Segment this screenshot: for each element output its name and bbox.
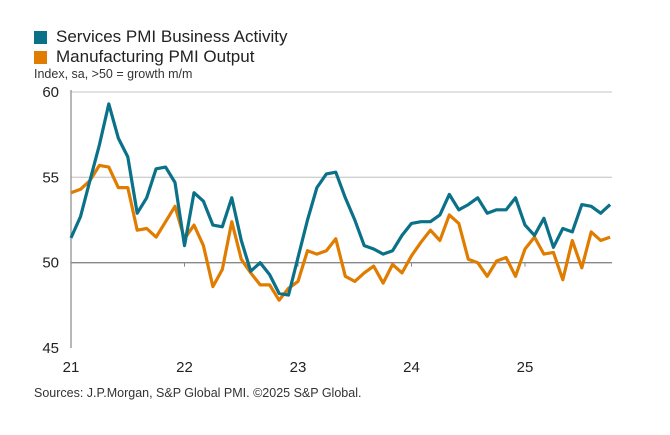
legend-item-manufacturing: Manufacturing PMI Output — [34, 47, 254, 67]
x-tick-label: 24 — [403, 359, 420, 376]
axis-note: Index, sa, >50 = growth m/m — [34, 67, 193, 81]
legend-swatch-manufacturing — [34, 50, 47, 64]
x-tick-label: 22 — [176, 359, 193, 376]
legend-item-services: Services PMI Business Activity — [34, 27, 287, 47]
source-note: Sources: J.P.Morgan, S&P Global PMI. ©20… — [34, 386, 362, 400]
y-tick-label: 50 — [42, 255, 59, 272]
x-tick-label: 23 — [290, 359, 307, 376]
legend-swatch-services — [34, 30, 47, 44]
y-tick-label: 45 — [42, 340, 59, 357]
series-line-services — [69, 102, 612, 297]
series-line-manufacturing — [70, 163, 611, 302]
x-tick-label: 21 — [63, 359, 80, 376]
y-tick-label: 60 — [42, 84, 59, 101]
y-tick-label: 55 — [42, 169, 59, 186]
legend-label-services: Services PMI Business Activity — [56, 27, 288, 46]
x-tick-label: 25 — [517, 359, 534, 376]
legend-label-manufacturing: Manufacturing PMI Output — [56, 47, 255, 66]
